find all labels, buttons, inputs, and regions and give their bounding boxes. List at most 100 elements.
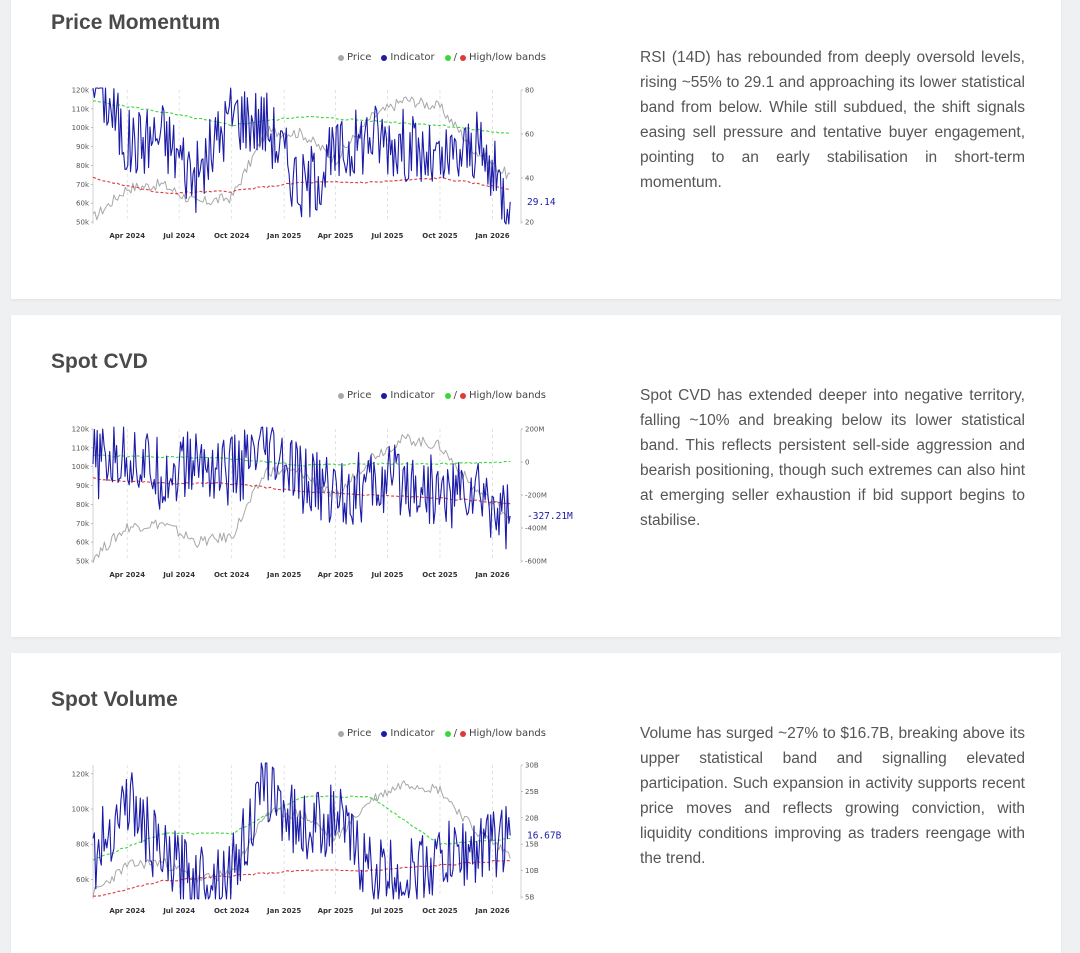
right-tick-label: 5B <box>525 894 534 902</box>
x-tick-label: Jan 2025 <box>266 907 301 915</box>
left-tick-label: 50k <box>76 558 90 566</box>
legend-bands: / High/low bands <box>444 390 546 401</box>
x-tick-label: Jul 2025 <box>371 907 404 915</box>
x-tick-label: Jul 2024 <box>162 571 195 579</box>
right-tick-label: -400M <box>525 525 547 533</box>
legend-price: Price <box>338 52 371 63</box>
section-description: Spot CVD has extended deeper into negati… <box>640 387 1025 529</box>
section-description: Volume has surged ~27% to $16.7B, breaki… <box>640 725 1025 867</box>
left-tick-label: 60k <box>76 876 90 884</box>
left-tick-label: 60k <box>76 200 90 208</box>
right-tick-label: 10B <box>525 867 539 875</box>
spot-cvd-chart: Apr 2024 Jul 2024 Oct 2024 Jan 2025 Apr 2025… <box>72 426 573 580</box>
legend-bands: / High/low bands <box>444 728 546 739</box>
legend-bands-label: High/low bands <box>468 390 546 401</box>
x-tick-label: Oct 2025 <box>422 571 457 579</box>
legend-bands-label: High/low bands <box>468 728 546 739</box>
last-value-label: -327.21M <box>527 511 573 522</box>
x-tick-label: Jul 2025 <box>371 232 404 240</box>
right-tick-label: 40 <box>525 175 534 183</box>
legend-upper-swatch <box>444 54 451 61</box>
x-tick-label: Oct 2025 <box>422 907 457 915</box>
card-spot-cvd: Spot CVD Price Indicator / High/low bands… <box>11 315 1061 637</box>
x-tick-label: Jan 2025 <box>266 232 301 240</box>
x-tick-label: Jul 2024 <box>162 232 195 240</box>
left-tick-label: 120k <box>72 770 90 778</box>
right-tick-label: -600M <box>525 558 547 566</box>
x-tick-label: Apr 2024 <box>109 907 145 915</box>
x-tick-label: Apr 2024 <box>109 571 145 579</box>
legend-bands-slash: / <box>453 728 457 739</box>
section-description: RSI (14D) has rebounded from deeply over… <box>640 49 1025 191</box>
left-tick-label: 50k <box>76 219 90 227</box>
price-series-line <box>92 780 511 898</box>
legend-bands-label: High/low bands <box>468 52 546 63</box>
legend-price-label: Price <box>347 390 372 401</box>
lower-band-line <box>92 859 511 897</box>
x-tick-label: Jan 2026 <box>474 571 509 579</box>
left-tick-label: 100k <box>72 806 90 814</box>
card-spot-volume: Spot Volume Price Indicator / High/low ba… <box>11 653 1061 953</box>
right-tick-label: 80 <box>525 87 534 95</box>
spot-volume-chart: Apr 2024 Jul 2024 Oct 2024 Jan 2025 Apr 2025… <box>72 762 562 916</box>
chart-legend: Price Indicator / High/low bands <box>338 728 546 739</box>
legend-indicator: Indicator <box>381 728 435 739</box>
right-tick-label: 200M <box>525 426 544 434</box>
right-tick-label: 25B <box>525 788 539 796</box>
legend-indicator-swatch <box>381 392 388 399</box>
x-tick-label: Oct 2024 <box>214 907 249 915</box>
left-tick-label: 100k <box>72 463 90 471</box>
legend-indicator-label: Indicator <box>390 52 435 63</box>
left-tick-label: 80k <box>76 501 90 509</box>
left-tick-label: 80k <box>76 162 90 170</box>
x-tick-label: Oct 2024 <box>214 571 249 579</box>
legend-indicator-swatch <box>381 54 388 61</box>
right-tick-label: 60 <box>525 131 534 139</box>
indicator-series-line <box>92 426 511 550</box>
last-value-label: 16.67B <box>527 830 562 841</box>
right-tick-label: 30B <box>525 762 539 770</box>
lower-band-line <box>92 176 511 195</box>
right-tick-label: 0 <box>525 459 529 467</box>
right-tick-label: 15B <box>525 841 539 849</box>
legend-price-label: Price <box>347 728 372 739</box>
x-tick-label: Apr 2025 <box>318 571 354 579</box>
legend-indicator: Indicator <box>381 390 435 401</box>
last-value-label: 29.14 <box>527 197 556 208</box>
legend-bands-slash: / <box>453 52 457 63</box>
legend-upper-swatch <box>444 392 451 399</box>
left-tick-label: 90k <box>76 143 90 151</box>
price-momentum-chart: Apr 2024 Jul 2024 Oct 2024 Jan 2025 Apr 2025… <box>72 87 556 241</box>
legend-lower-swatch <box>459 730 466 737</box>
legend-indicator-swatch <box>381 730 388 737</box>
legend-indicator-label: Indicator <box>390 728 435 739</box>
left-tick-label: 90k <box>76 482 90 490</box>
legend-indicator-label: Indicator <box>390 390 435 401</box>
chart-legend: Price Indicator / High/low bands <box>338 52 546 63</box>
upper-band-line <box>92 795 511 861</box>
legend-indicator: Indicator <box>381 52 435 63</box>
indicator-series-line <box>92 87 511 225</box>
legend-price-swatch <box>338 730 344 737</box>
legend-price-label: Price <box>347 52 372 63</box>
legend-lower-swatch <box>459 54 466 61</box>
x-tick-label: Apr 2024 <box>109 232 145 240</box>
right-tick-label: -200M <box>525 492 547 500</box>
left-tick-label: 120k <box>72 87 90 95</box>
legend-upper-swatch <box>444 730 451 737</box>
legend-price: Price <box>338 728 371 739</box>
x-tick-label: Apr 2025 <box>318 232 354 240</box>
left-tick-label: 120k <box>72 426 90 434</box>
left-tick-label: 80k <box>76 841 90 849</box>
x-tick-label: Jan 2026 <box>474 907 509 915</box>
left-tick-label: 110k <box>72 444 90 452</box>
left-tick-label: 70k <box>76 181 90 189</box>
left-tick-label: 100k <box>72 124 90 132</box>
x-tick-label: Jan 2025 <box>266 571 301 579</box>
x-tick-label: Oct 2024 <box>214 232 249 240</box>
x-tick-label: Jul 2024 <box>162 907 195 915</box>
x-tick-label: Jan 2026 <box>474 232 509 240</box>
indicator-series-line <box>92 762 511 900</box>
section-title: Spot CVD <box>51 350 148 373</box>
section-title: Price Momentum <box>51 11 221 34</box>
